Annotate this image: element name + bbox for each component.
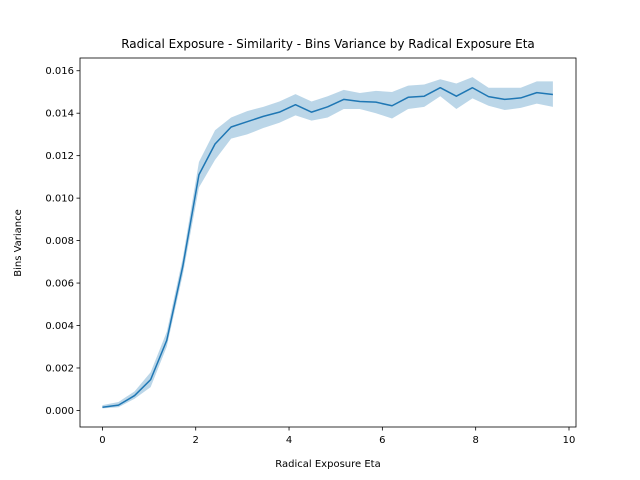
series-line xyxy=(102,86,553,408)
x-axis-ticks: 0 2 4 6 8 10 xyxy=(99,427,575,446)
y-tick-label: 0.006 xyxy=(45,279,74,290)
x-tick-label: 6 xyxy=(379,435,385,446)
plot-frame xyxy=(79,57,577,428)
y-tick-label: 0.002 xyxy=(45,363,74,374)
confidence-band-layer xyxy=(102,77,553,409)
y-tick-label: 0.012 xyxy=(45,151,74,162)
y-axis-label: Bins Variance xyxy=(13,209,24,277)
x-tick-label: 4 xyxy=(286,435,292,446)
x-axis-label: Radical Exposure Eta xyxy=(275,459,380,470)
y-axis-ticks: 0.000 0.002 0.004 0.006 0.008 0.010 0.012 0.014… xyxy=(45,66,80,417)
y-tick-label: 0.014 xyxy=(45,109,74,120)
y-tick-label: 0.004 xyxy=(45,321,74,332)
x-tick-label: 10 xyxy=(563,435,576,446)
x-tick-label: 2 xyxy=(193,435,199,446)
y-tick-label: 0.016 xyxy=(45,66,74,77)
y-tick-label: 0.010 xyxy=(45,194,74,205)
y-tick-label: 0.008 xyxy=(45,236,74,247)
chart-title: Radical Exposure - Similarity - Bins Var… xyxy=(121,37,535,51)
x-tick-label: 0 xyxy=(99,435,105,446)
confidence-band xyxy=(102,77,553,409)
series-line-layer xyxy=(102,86,553,408)
y-tick-label: 0.000 xyxy=(45,406,74,417)
x-tick-label: 8 xyxy=(472,435,478,446)
